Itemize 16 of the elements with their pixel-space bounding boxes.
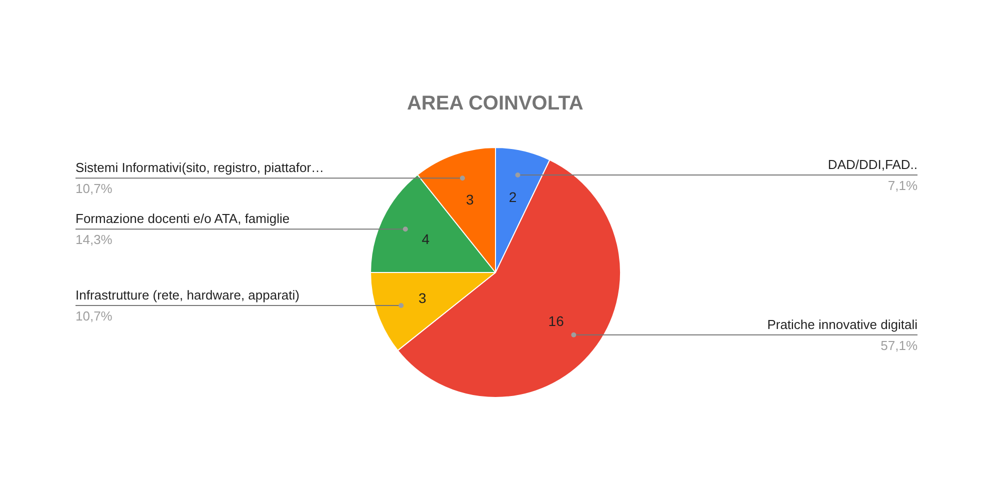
chart-title: AREA COINVOLTA xyxy=(406,92,584,114)
slice-label: Sistemi Informativi(sito, registro, piattafor… xyxy=(76,160,324,176)
slice-label: Pratiche innovative digitali xyxy=(767,316,918,332)
text: 10,7% xyxy=(76,181,113,196)
slice-label: DAD/DDI,FAD.. xyxy=(828,157,918,172)
data-label: 3 xyxy=(418,290,426,306)
text: 10,7% xyxy=(76,308,113,324)
data-label: 3 xyxy=(466,191,474,208)
text: 57,1% xyxy=(880,338,918,353)
slice-label: Formazione docenti e/o ATA, famiglie xyxy=(76,211,290,226)
slice-label: Infrastrutture (rete, hardware, apparati) xyxy=(76,288,300,303)
text: 7,1% xyxy=(888,178,918,194)
data-label: 16 xyxy=(548,312,564,329)
text: 14,3% xyxy=(76,232,113,248)
data-label: 4 xyxy=(422,230,430,247)
data-label: 2 xyxy=(508,188,517,205)
